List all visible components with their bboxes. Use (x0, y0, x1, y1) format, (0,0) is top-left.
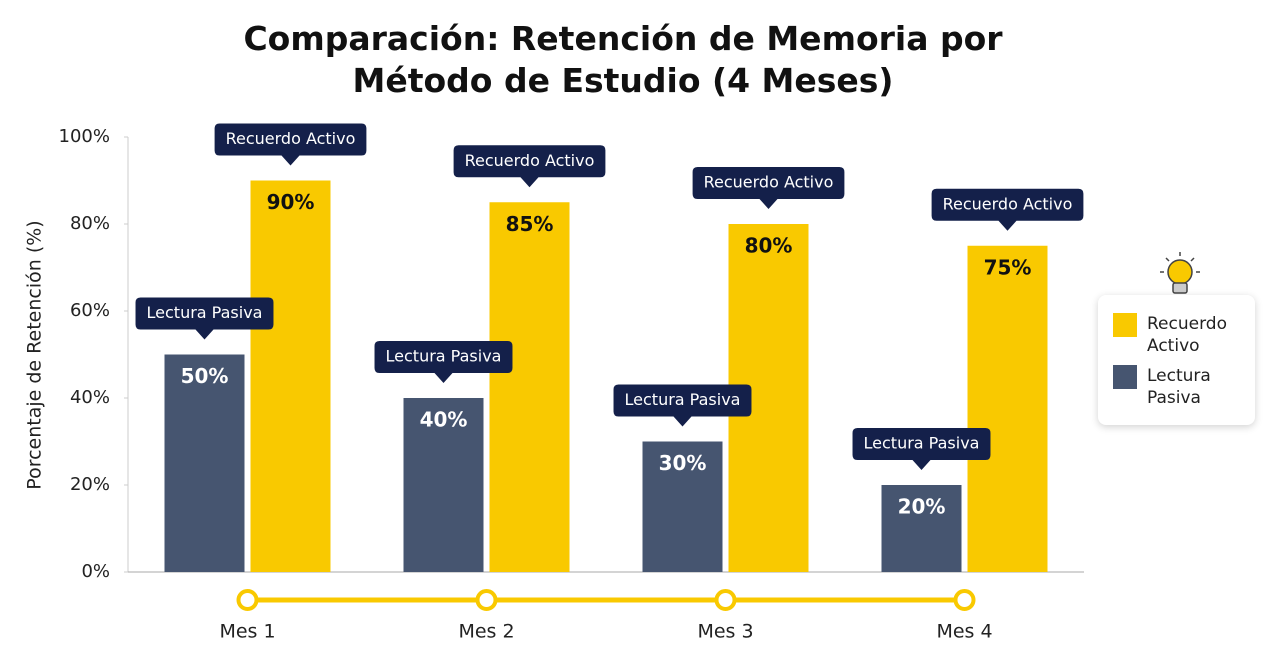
timeline-dot (236, 589, 259, 611)
timeline-dot (953, 589, 976, 611)
lightbulb-icon (1160, 252, 1200, 294)
value-label: 90% (267, 190, 315, 214)
callout: Lectura Pasiva (135, 297, 274, 340)
callout-label: Lectura Pasiva (625, 390, 741, 409)
value-label: 30% (659, 451, 707, 475)
callout-label: Recuerdo Activo (704, 173, 834, 192)
bar (642, 441, 723, 572)
bar (967, 245, 1048, 572)
callout-box (453, 145, 606, 188)
x-tick-label: Mes 2 (458, 621, 514, 643)
timeline-dot (475, 589, 498, 611)
legend-swatch (1113, 365, 1137, 389)
callout-box (692, 167, 845, 209)
callout-box (214, 123, 367, 166)
bar (403, 398, 484, 572)
x-tick-label: Mes 4 (936, 621, 992, 643)
y-tick-label: 40% (70, 387, 110, 408)
x-tick-label: Mes 1 (219, 621, 275, 643)
value-label: 85% (506, 212, 554, 236)
callout-box (374, 341, 513, 383)
legend-label: Recuerdo Activo (1147, 314, 1227, 356)
y-tick-label: 20% (70, 474, 110, 495)
legend-label: Lectura Pasiva (1147, 366, 1211, 408)
bar (164, 354, 245, 572)
y-tick-label: 0% (81, 561, 110, 582)
callout: Recuerdo Activo (453, 145, 606, 188)
legend-item: Recuerdo Activo (1113, 313, 1245, 357)
callout-label: Lectura Pasiva (864, 434, 980, 453)
legend-swatch (1113, 313, 1137, 337)
value-label: 40% (420, 408, 468, 432)
y-tick-label: 100% (59, 126, 110, 147)
chart-title: Comparación: Retención de Memoria por Mé… (243, 19, 1003, 100)
legend: Recuerdo Activo Lectura Pasiva (1098, 295, 1255, 425)
bar (489, 202, 570, 572)
callout-box (852, 428, 991, 470)
bar (250, 180, 331, 572)
y-axis-title: Porcentaje de Retención (%) (24, 220, 46, 489)
value-label: 80% (745, 234, 793, 258)
callout: Recuerdo Activo (931, 188, 1084, 231)
value-label: 50% (181, 364, 229, 388)
callout: Lectura Pasiva (374, 341, 513, 383)
y-tick-label: 80% (70, 213, 110, 234)
callout-box (931, 188, 1084, 231)
x-tick-label: Mes 3 (697, 621, 753, 643)
callout-box (613, 384, 752, 427)
callout: Lectura Pasiva (613, 384, 752, 427)
bar (881, 485, 962, 572)
callout-box (135, 297, 274, 340)
y-tick-label: 60% (70, 300, 110, 321)
callout: Lectura Pasiva (852, 428, 991, 470)
callout: Recuerdo Activo (692, 167, 845, 209)
callout-label: Lectura Pasiva (386, 347, 502, 366)
callout-label: Recuerdo Activo (465, 151, 595, 170)
legend-item: Lectura Pasiva (1113, 365, 1245, 409)
value-label: 75% (984, 255, 1032, 279)
callout-label: Recuerdo Activo (226, 129, 356, 148)
callout: Recuerdo Activo (214, 123, 367, 166)
callout-label: Recuerdo Activo (943, 194, 1073, 213)
callout-label: Lectura Pasiva (147, 303, 263, 322)
value-label: 20% (898, 495, 946, 519)
timeline-dot (714, 589, 737, 611)
